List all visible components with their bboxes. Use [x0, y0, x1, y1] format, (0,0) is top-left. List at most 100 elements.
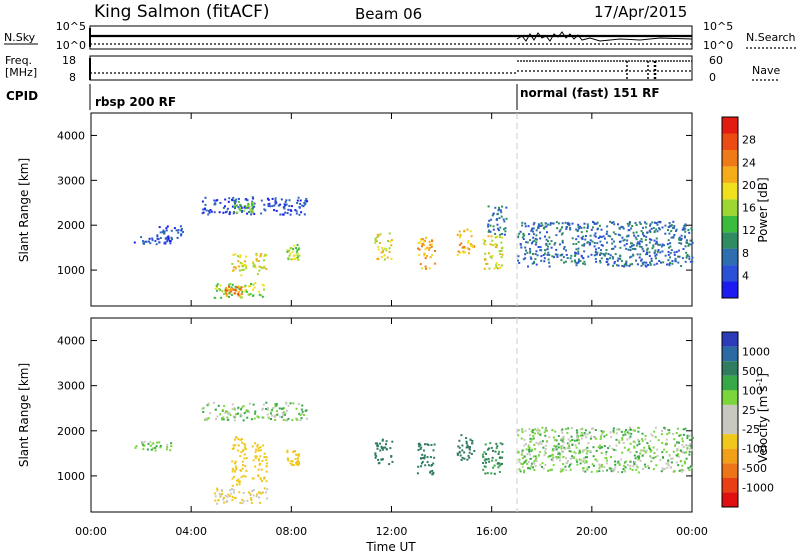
velocity-cell: [652, 457, 655, 460]
velocity-cell: [621, 471, 624, 474]
power-cell: [518, 232, 521, 235]
velocity-blob: [516, 426, 694, 474]
velocity-cell: [690, 465, 693, 468]
velocity-cell: [487, 457, 490, 460]
power-cell: [538, 224, 541, 227]
power-cell: [290, 258, 293, 261]
velocity-cell: [235, 413, 238, 416]
velocity-cell: [279, 415, 282, 418]
power-cell: [225, 286, 227, 289]
power-cell: [252, 197, 255, 200]
velocity-cell: [581, 437, 584, 440]
velocity-cell: [582, 457, 585, 460]
power-cell: [613, 261, 616, 263]
power-cell: [297, 196, 300, 199]
velocity-cell: [257, 468, 260, 471]
power-cell: [617, 264, 620, 267]
velocity-cell: [254, 410, 257, 413]
velocity-cell: [259, 449, 262, 452]
velocity-cell: [682, 469, 685, 472]
power-cell: [532, 233, 535, 236]
velocity-cell: [687, 467, 690, 470]
freq-tick-top: 18: [62, 54, 76, 67]
velocity-cell: [418, 442, 421, 445]
velocity-cell: [518, 458, 521, 461]
velocity-colorbar-segment: [722, 434, 738, 449]
velocity-cell: [635, 450, 638, 453]
velocity-cell: [234, 470, 236, 473]
power-cell: [640, 238, 643, 240]
velocity-cell: [253, 417, 256, 420]
power-cell: [232, 269, 235, 272]
velocity-cell: [594, 437, 597, 440]
velocity-cell: [471, 439, 474, 442]
velocity-cell: [262, 403, 265, 406]
power-cell: [283, 206, 286, 208]
velocity-cell: [681, 464, 684, 467]
power-cell: [688, 231, 691, 234]
power-cell: [261, 295, 264, 298]
power-cell: [546, 253, 549, 256]
power-cell: [527, 225, 530, 228]
power-cell: [555, 234, 558, 237]
velocity-cell: [237, 412, 240, 415]
velocity-cell: [574, 444, 577, 447]
velocity-cell: [671, 433, 674, 435]
power-cell: [233, 199, 236, 202]
velocity-colorbar-frame: [721, 331, 739, 508]
power-cell: [425, 267, 428, 270]
velocity-cell: [244, 446, 247, 449]
power-cell: [597, 237, 600, 239]
velocity-cell: [501, 451, 504, 453]
power-cell: [660, 261, 662, 264]
velocity-cell: [569, 463, 572, 466]
velocity-cell: [222, 496, 225, 499]
velocity-cell: [561, 431, 564, 434]
velocity-cell: [389, 447, 392, 450]
velocity-cell: [567, 427, 570, 430]
velocity-cell: [282, 407, 285, 410]
velocity-cell: [541, 440, 544, 443]
velocity-cell: [391, 460, 394, 463]
velocity-cell: [492, 466, 495, 469]
power-cell: [655, 257, 657, 260]
power-cell: [687, 229, 690, 231]
velocity-cell: [270, 409, 273, 412]
velocity-cell: [531, 429, 534, 431]
velocity-cell: [468, 456, 471, 459]
velocity-cell: [636, 466, 639, 469]
power-cell: [167, 238, 170, 241]
power-cell: [274, 199, 277, 202]
power-cell: [292, 258, 294, 261]
ytick-label: 1000: [57, 264, 85, 277]
power-cell: [423, 254, 426, 257]
power-cell: [580, 231, 583, 234]
power-cell: [574, 251, 576, 254]
power-cell: [222, 206, 225, 209]
velocity-cell: [584, 448, 587, 451]
power-cell: [387, 240, 389, 242]
power-cell: [658, 228, 661, 231]
power-cell: [279, 213, 282, 216]
power-cell: [218, 288, 221, 290]
power-cell: [495, 264, 497, 267]
power-cell: [631, 225, 634, 227]
velocity-cell: [539, 440, 542, 443]
velocity-cell: [233, 491, 235, 494]
velocity-cell: [216, 489, 219, 492]
power-cell: [627, 248, 630, 251]
velocity-cell: [561, 440, 564, 443]
power-cell: [258, 290, 261, 293]
velocity-cell: [571, 457, 574, 460]
velocity-cell: [662, 456, 664, 459]
velocity-cell: [685, 444, 688, 447]
power-cell: [532, 227, 535, 230]
velocity-cell: [547, 455, 550, 458]
velocity-cell: [241, 467, 244, 470]
power-cell: [247, 205, 250, 208]
velocity-cell: [221, 493, 224, 495]
power-cell: [668, 263, 671, 266]
velocity-cell: [530, 465, 533, 468]
power-cell: [214, 203, 217, 206]
velocity-cell: [654, 426, 657, 429]
